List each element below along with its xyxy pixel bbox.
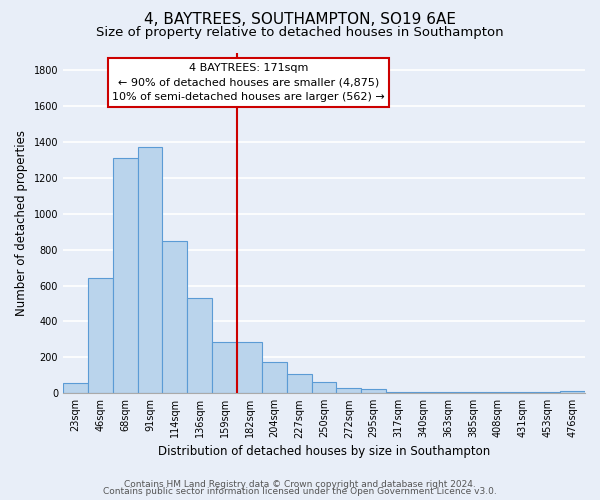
Bar xyxy=(237,342,262,393)
Bar xyxy=(436,392,461,393)
Bar xyxy=(311,382,337,393)
Bar xyxy=(88,278,113,393)
Bar xyxy=(461,392,485,393)
Text: Size of property relative to detached houses in Southampton: Size of property relative to detached ho… xyxy=(96,26,504,39)
Bar xyxy=(137,146,163,393)
Bar xyxy=(485,392,511,393)
Bar xyxy=(163,241,187,393)
Bar xyxy=(337,388,361,393)
Text: Contains HM Land Registry data © Crown copyright and database right 2024.: Contains HM Land Registry data © Crown c… xyxy=(124,480,476,489)
Text: 4, BAYTREES, SOUTHAMPTON, SO19 6AE: 4, BAYTREES, SOUTHAMPTON, SO19 6AE xyxy=(144,12,456,28)
Bar xyxy=(361,388,386,393)
Bar xyxy=(386,392,411,393)
Bar xyxy=(511,392,535,393)
X-axis label: Distribution of detached houses by size in Southampton: Distribution of detached houses by size … xyxy=(158,444,490,458)
Bar xyxy=(287,374,311,393)
Bar xyxy=(411,392,436,393)
Text: Contains public sector information licensed under the Open Government Licence v3: Contains public sector information licen… xyxy=(103,487,497,496)
Bar xyxy=(63,384,88,393)
Bar xyxy=(262,362,287,393)
Text: 4 BAYTREES: 171sqm
← 90% of detached houses are smaller (4,875)
10% of semi-deta: 4 BAYTREES: 171sqm ← 90% of detached hou… xyxy=(112,62,385,102)
Y-axis label: Number of detached properties: Number of detached properties xyxy=(15,130,28,316)
Bar xyxy=(113,158,137,393)
Bar xyxy=(535,392,560,393)
Bar xyxy=(187,298,212,393)
Bar xyxy=(212,342,237,393)
Bar xyxy=(560,390,585,393)
